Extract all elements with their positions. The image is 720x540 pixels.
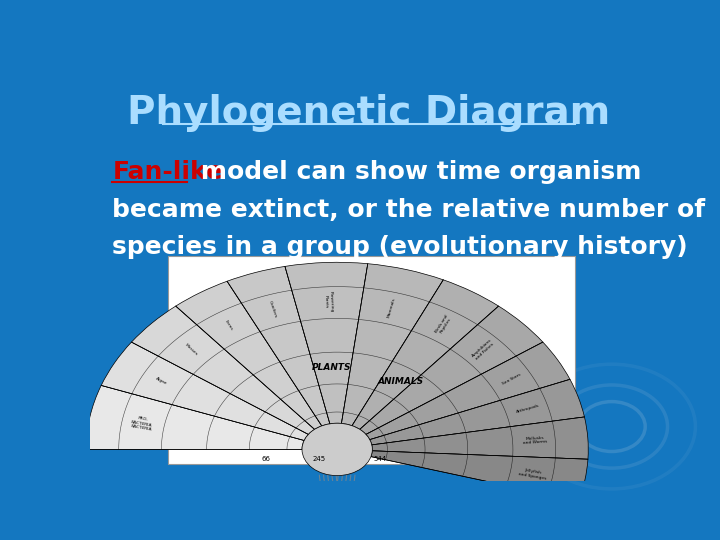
Text: Conifers: Conifers bbox=[268, 300, 277, 319]
Text: became extinct, or the relative number of: became extinct, or the relative number o… bbox=[112, 198, 706, 222]
Text: model can show time organism: model can show time organism bbox=[192, 160, 642, 185]
Text: PLANTS: PLANTS bbox=[312, 363, 351, 372]
Text: Flowering
Plants: Flowering Plants bbox=[324, 291, 333, 313]
Text: Arthropods: Arthropods bbox=[516, 403, 540, 414]
Text: Algae: Algae bbox=[155, 376, 168, 386]
Text: Fan-like: Fan-like bbox=[112, 160, 223, 185]
Text: Mosses: Mosses bbox=[184, 343, 198, 356]
Text: 245: 245 bbox=[312, 456, 325, 462]
Wedge shape bbox=[352, 280, 498, 429]
Text: Phylogenetic Diagram: Phylogenetic Diagram bbox=[127, 94, 611, 132]
Text: PRO-
BACTERIA
BACTERIA: PRO- BACTERIA BACTERIA bbox=[130, 415, 153, 432]
Wedge shape bbox=[341, 264, 444, 426]
Wedge shape bbox=[132, 306, 315, 434]
Text: Jellyfish
and Sponges: Jellyfish and Sponges bbox=[518, 467, 547, 481]
Text: Ferns: Ferns bbox=[225, 320, 234, 332]
Wedge shape bbox=[366, 342, 570, 440]
Text: 544: 544 bbox=[374, 456, 387, 462]
Text: Amphibians
and Fishes: Amphibians and Fishes bbox=[471, 338, 496, 361]
Wedge shape bbox=[371, 451, 588, 501]
FancyBboxPatch shape bbox=[168, 256, 575, 464]
Wedge shape bbox=[370, 379, 585, 445]
Text: ANIMALS: ANIMALS bbox=[377, 377, 423, 387]
Text: Mammals: Mammals bbox=[387, 297, 397, 318]
Text: Sea Stars: Sea Stars bbox=[501, 372, 521, 386]
Text: species in a group (evolutionary history): species in a group (evolutionary history… bbox=[112, 235, 688, 259]
Wedge shape bbox=[285, 262, 368, 424]
Text: Birds and
Reptiles: Birds and Reptiles bbox=[435, 314, 453, 336]
Wedge shape bbox=[372, 417, 588, 459]
Wedge shape bbox=[102, 342, 308, 441]
Text: Mollusks
and Worms: Mollusks and Worms bbox=[523, 435, 548, 445]
Wedge shape bbox=[176, 281, 322, 429]
Wedge shape bbox=[86, 386, 304, 449]
Wedge shape bbox=[360, 306, 543, 434]
Wedge shape bbox=[227, 266, 330, 426]
Text: 66: 66 bbox=[261, 456, 271, 462]
Circle shape bbox=[302, 423, 372, 476]
